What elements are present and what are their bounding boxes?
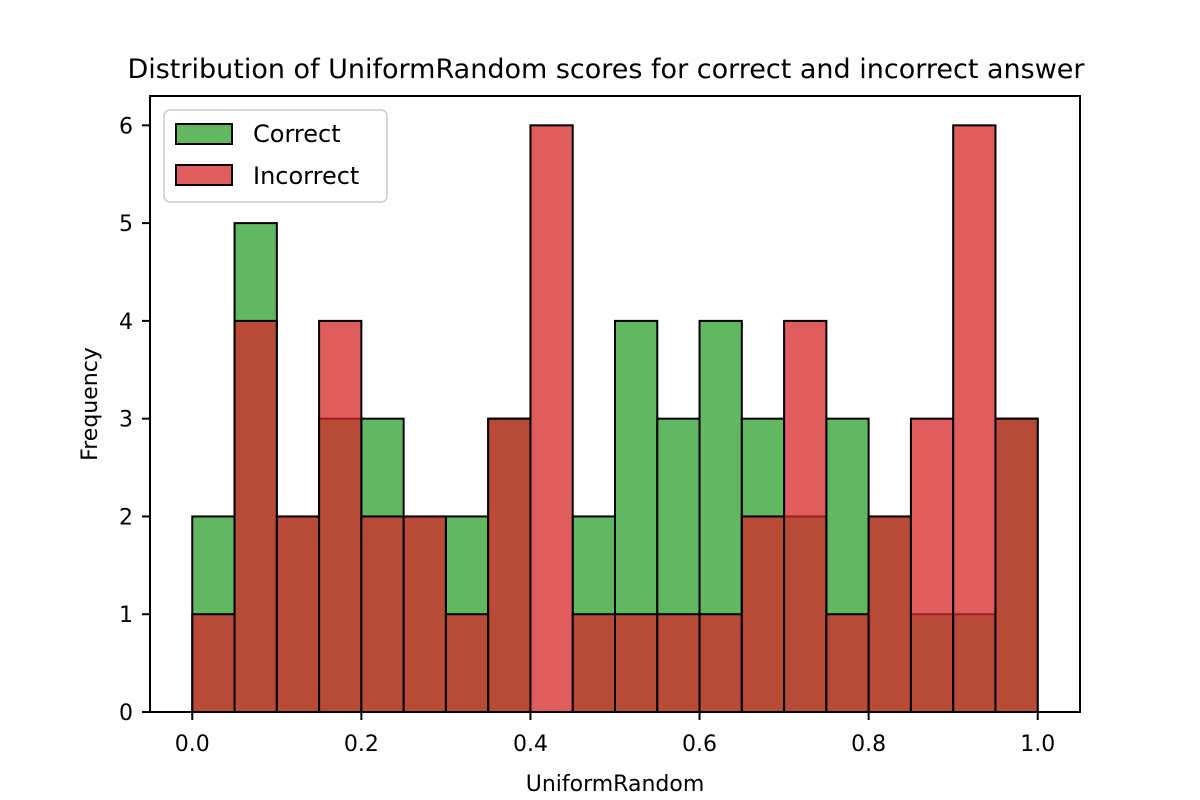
x-tick-label: 0.2 bbox=[344, 732, 379, 757]
y-tick-label: 5 bbox=[119, 212, 133, 237]
x-axis-label: UniformRandom bbox=[526, 772, 705, 797]
y-tick-label: 2 bbox=[119, 505, 133, 530]
bar-incorrect-15 bbox=[825, 613, 870, 714]
legend-label-correct: Correct bbox=[253, 120, 341, 148]
bar-incorrect-3 bbox=[318, 319, 363, 713]
plot-frame bbox=[149, 95, 1081, 713]
y-tick-label: 3 bbox=[119, 408, 133, 433]
bar-incorrect-9 bbox=[571, 613, 617, 714]
y-tick-label: 6 bbox=[119, 114, 133, 139]
bar-incorrect-7 bbox=[487, 417, 532, 713]
bar-incorrect-12 bbox=[698, 613, 743, 714]
bar-incorrect-14 bbox=[783, 319, 828, 713]
bar-incorrect-11 bbox=[656, 613, 701, 714]
y-tick-label: 0 bbox=[119, 701, 133, 726]
bar-incorrect-2 bbox=[275, 515, 321, 714]
bar-incorrect-5 bbox=[402, 515, 447, 714]
x-tick-label: 0.0 bbox=[175, 732, 210, 757]
bar-incorrect-10 bbox=[614, 613, 659, 714]
legend-label-incorrect: Incorrect bbox=[253, 162, 359, 190]
bar-incorrect-8 bbox=[529, 124, 574, 714]
legend-swatch-incorrect bbox=[175, 164, 233, 186]
y-tick-label: 4 bbox=[119, 310, 133, 335]
x-tick-label: 0.6 bbox=[682, 732, 717, 757]
legend: Correct Incorrect bbox=[163, 109, 388, 203]
x-axis-ticks: 0.0 0.2 0.4 0.6 0.8 1.0 bbox=[175, 712, 1055, 757]
bar-incorrect-4 bbox=[360, 515, 405, 714]
bar-incorrect-16 bbox=[867, 515, 912, 714]
x-tick-label: 1.0 bbox=[1020, 732, 1055, 757]
y-axis-label: Frequency bbox=[78, 347, 103, 461]
incorrect-series bbox=[191, 124, 1039, 714]
bar-incorrect-18 bbox=[952, 124, 997, 714]
y-tick-label: 1 bbox=[119, 603, 133, 628]
bar-incorrect-0 bbox=[191, 613, 236, 714]
chart-title: Distribution of UniformRandom scores for… bbox=[127, 54, 1085, 85]
bar-incorrect-19 bbox=[994, 417, 1039, 713]
y-axis-ticks: 0 1 2 3 4 5 6 bbox=[119, 114, 150, 726]
bar-incorrect-6 bbox=[444, 613, 490, 714]
legend-swatch-correct bbox=[175, 123, 233, 145]
bar-incorrect-1 bbox=[233, 319, 278, 713]
bar-incorrect-13 bbox=[740, 515, 786, 714]
bar-incorrect-17 bbox=[909, 417, 955, 713]
x-tick-label: 0.8 bbox=[851, 732, 886, 757]
x-tick-label: 0.4 bbox=[513, 732, 548, 757]
